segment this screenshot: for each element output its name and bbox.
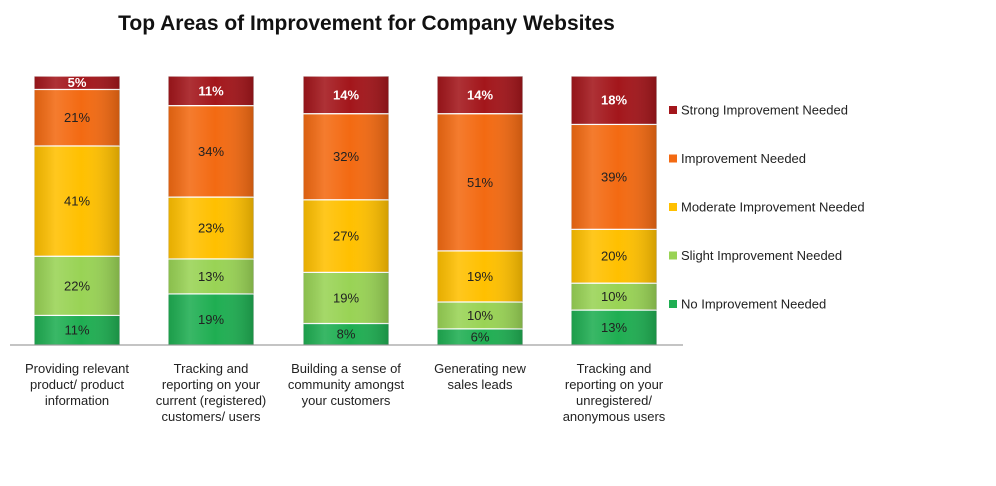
data-label-strong-improvement-needed-2: 11% (198, 83, 224, 98)
data-label-moderate-improvement-needed-2: 23% (198, 220, 224, 235)
category-label-5: Tracking and reporting on your unregistere… (563, 361, 666, 424)
legend-label-improvement-needed: Improvement Needed (681, 151, 806, 166)
category-label-1: Providing relevant product/ product inform… (25, 361, 129, 408)
data-label-strong-improvement-needed-4: 14% (467, 87, 493, 102)
category-labels: Providing relevant product/ product inform… (25, 361, 666, 424)
data-label-no-improvement-needed-4: 6% (471, 329, 490, 344)
data-label-improvement-needed-1: 21% (64, 110, 90, 125)
data-label-slight-improvement-needed-2: 13% (198, 269, 224, 284)
data-label-moderate-improvement-needed-5: 20% (601, 249, 627, 264)
data-label-improvement-needed-3: 32% (333, 149, 359, 164)
legend-label-no-improvement-needed: No Improvement Needed (681, 297, 826, 312)
chart-title: Top Areas of Improvement for Company Web… (118, 12, 615, 35)
legend-item-slight-improvement-needed: Slight Improvement Needed (669, 248, 842, 263)
category-label-2: Tracking and reporting on your current (re… (156, 361, 267, 424)
legend-swatch-moderate-improvement-needed (669, 203, 677, 211)
legend-item-no-improvement-needed: No Improvement Needed (669, 297, 826, 312)
legend-swatch-slight-improvement-needed (669, 251, 677, 260)
legend-swatch-no-improvement-needed (669, 300, 677, 308)
data-label-strong-improvement-needed-5: 18% (601, 93, 627, 108)
bars-layer: 11% 22% 41% 21% 5% 19% 13% 23% 34% 11% 8% 19% 27% 32%… (33, 75, 658, 346)
data-label-slight-improvement-needed-4: 10% (467, 308, 493, 323)
data-label-improvement-needed-2: 34% (198, 144, 224, 159)
data-label-improvement-needed-5: 39% (601, 169, 627, 184)
data-label-slight-improvement-needed-5: 10% (601, 289, 627, 304)
data-label-moderate-improvement-needed-1: 41% (64, 194, 90, 209)
legend-item-improvement-needed: Improvement Needed (669, 151, 806, 166)
legend-label-slight-improvement-needed: Slight Improvement Needed (681, 248, 842, 263)
legend-swatch-strong-improvement-needed (669, 106, 677, 114)
legend: Strong Improvement Needed Improvement Nee… (669, 103, 865, 312)
data-label-moderate-improvement-needed-3: 27% (333, 229, 359, 244)
legend-item-moderate-improvement-needed: Moderate Improvement Needed (669, 200, 865, 215)
data-label-no-improvement-needed-1: 11% (64, 323, 89, 338)
legend-label-moderate-improvement-needed: Moderate Improvement Needed (681, 200, 865, 215)
data-label-no-improvement-needed-3: 8% (337, 327, 356, 342)
category-label-3: Building a sense of community amongst your… (288, 361, 405, 408)
category-label-4: Generating new sales leads (434, 361, 526, 392)
legend-item-strong-improvement-needed: Strong Improvement Needed (669, 103, 848, 118)
data-label-slight-improvement-needed-3: 19% (333, 290, 359, 305)
legend-label-strong-improvement-needed: Strong Improvement Needed (681, 103, 848, 118)
data-label-no-improvement-needed-2: 19% (198, 312, 224, 327)
data-label-improvement-needed-4: 51% (467, 175, 493, 190)
data-label-slight-improvement-needed-1: 22% (64, 278, 90, 293)
data-label-strong-improvement-needed-3: 14% (333, 87, 359, 102)
data-label-no-improvement-needed-5: 13% (601, 320, 627, 335)
data-label-moderate-improvement-needed-4: 19% (467, 269, 493, 284)
legend-swatch-improvement-needed (669, 154, 677, 163)
data-label-strong-improvement-needed-1: 5% (68, 75, 87, 90)
